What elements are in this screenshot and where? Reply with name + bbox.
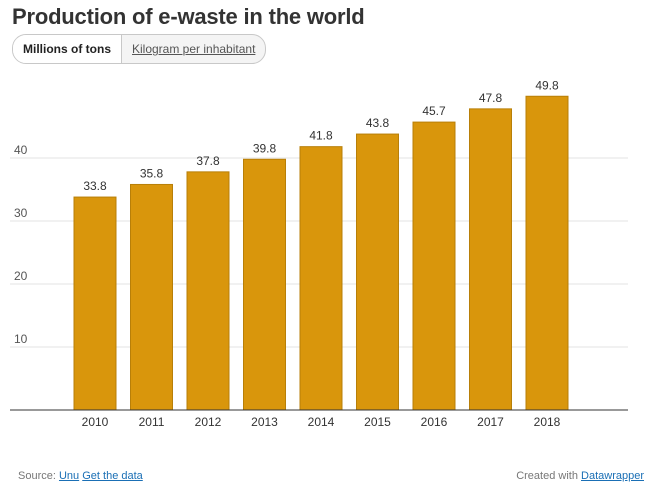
y-tick-label: 20 <box>14 269 28 283</box>
unit-toggle[interactable]: Millions of tons Kilogram per inhabitant <box>12 34 267 64</box>
chart-title: Production of e-waste in the world <box>12 4 365 29</box>
data-label: 37.8 <box>196 154 220 168</box>
bar <box>130 183 173 411</box>
bar <box>73 196 117 411</box>
y-tick-label: 10 <box>14 332 28 346</box>
data-label: 41.8 <box>309 129 333 143</box>
source-line: Source: Unu Get the data <box>18 470 143 482</box>
x-tick-label: 2015 <box>364 415 391 429</box>
bar <box>525 95 569 411</box>
x-tick-label: 2017 <box>477 415 504 429</box>
data-label: 35.8 <box>140 166 164 180</box>
data-label: 45.7 <box>422 104 446 118</box>
bar <box>469 108 512 411</box>
bar <box>243 158 286 411</box>
data-label: 39.8 <box>253 141 277 155</box>
data-label: 47.8 <box>479 91 503 105</box>
datawrapper-link[interactable]: Datawrapper <box>581 470 644 482</box>
toggle-millions-of-tons[interactable]: Millions of tons <box>13 35 122 63</box>
x-tick-label: 2012 <box>195 415 222 429</box>
x-tick-label: 2013 <box>251 415 278 429</box>
x-tick-label: 2016 <box>421 415 448 429</box>
toggle-kilogram-per-inhabitant[interactable]: Kilogram per inhabitant <box>132 42 256 56</box>
data-label: 33.8 <box>83 179 107 193</box>
x-tick-label: 2018 <box>534 415 561 429</box>
get-data-link[interactable]: Get the data <box>82 470 143 482</box>
bar <box>186 171 230 411</box>
created-prefix: Created with <box>516 470 578 482</box>
source-link[interactable]: Unu <box>58 470 80 482</box>
x-tick-label: 2011 <box>139 415 165 429</box>
bar <box>299 146 343 411</box>
x-tick-label: 2014 <box>308 415 335 429</box>
data-label: 49.8 <box>535 78 559 92</box>
y-tick-label: 30 <box>14 206 28 220</box>
bar <box>412 121 456 411</box>
bar-chart: 10 20 30 40 33.8 2010 35.8 2011 37.8 2012 39.8 2013… <box>10 78 628 429</box>
y-tick-label: 40 <box>14 143 28 157</box>
bar <box>356 133 399 411</box>
credit-line: Created with Datawrapper <box>516 470 644 482</box>
source-prefix: Source: <box>18 470 56 482</box>
data-label: 43.8 <box>366 116 390 130</box>
x-tick-label: 2010 <box>82 415 109 429</box>
